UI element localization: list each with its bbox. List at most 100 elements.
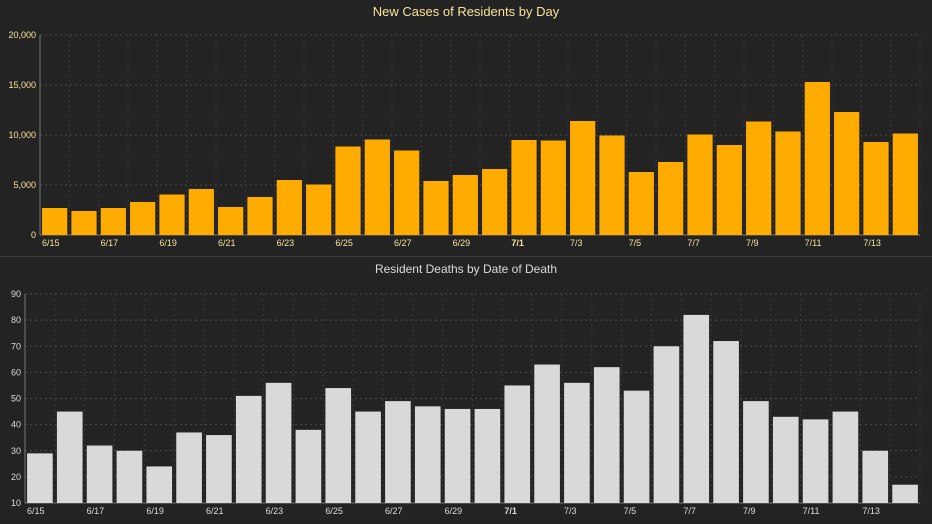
bar-7-13[interactable] <box>863 142 889 235</box>
y-tick-label: 40 <box>11 420 21 430</box>
bar-6-24[interactable] <box>295 429 322 503</box>
bar-6-15[interactable] <box>27 453 53 503</box>
x-tick-label: 6/25 <box>325 506 343 516</box>
bar-6-25[interactable] <box>335 146 361 236</box>
x-tick-label: 7/11 <box>803 506 820 516</box>
x-tick-label: 7/7 <box>687 238 700 248</box>
x-tick-label: 6/19 <box>146 506 164 516</box>
y-tick-label: 5,000 <box>13 180 36 190</box>
bar-6-29[interactable] <box>452 175 478 235</box>
bar-7-8[interactable] <box>716 145 742 235</box>
x-tick-label: 6/15 <box>42 238 60 248</box>
x-tick-label: 6/19 <box>159 238 177 248</box>
bar-7-1[interactable] <box>511 140 537 235</box>
bar-6-19[interactable] <box>159 194 185 236</box>
x-tick-label: 6/17 <box>87 506 105 516</box>
bar-7-6[interactable] <box>658 162 684 235</box>
bar-7-7[interactable] <box>687 134 713 236</box>
x-tick-label: 7/9 <box>743 506 756 516</box>
x-tick-label: 7/1 <box>504 506 517 516</box>
bar-6-24[interactable] <box>306 184 332 236</box>
bar-6-16[interactable] <box>56 411 83 503</box>
y-tick-label: 20,000 <box>8 30 36 40</box>
bar-6-25[interactable] <box>325 388 352 503</box>
x-tick-label: 7/9 <box>746 238 759 248</box>
bar-7-12[interactable] <box>832 411 859 503</box>
panel-divider <box>0 256 932 257</box>
bar-6-20[interactable] <box>176 432 202 503</box>
bar-7-11[interactable] <box>802 419 829 503</box>
bar-7-9[interactable] <box>743 401 769 503</box>
bar-6-29[interactable] <box>444 408 471 503</box>
bar-6-16[interactable] <box>71 211 97 235</box>
new-cases-chart: 0 5,000 10,000 15,000 20,000 6/15 6/17 6/19 6/21… <box>8 30 921 248</box>
deaths-chart-title: Resident Deaths by Date of Death <box>374 262 558 276</box>
y-tick-label: 90 <box>11 289 21 299</box>
x-tick-label: 7/1 <box>511 238 524 248</box>
bar-7-2[interactable] <box>534 364 560 503</box>
x-tick-label: 7/7 <box>683 506 696 516</box>
x-tick-label: 6/29 <box>453 238 471 248</box>
x-tick-label: 6/27 <box>394 238 412 248</box>
bar-6-18[interactable] <box>130 202 156 235</box>
bar-7-4[interactable] <box>599 135 625 236</box>
bar-6-17[interactable] <box>86 445 113 503</box>
bar-7-5[interactable] <box>628 172 654 235</box>
bar-6-23[interactable] <box>276 180 302 235</box>
x-tick-label: 6/23 <box>266 506 284 516</box>
bar-7-11[interactable] <box>804 82 830 235</box>
y-tick-label: 10 <box>11 498 21 508</box>
bar-7-7[interactable] <box>683 314 710 503</box>
bar-6-20[interactable] <box>188 189 214 235</box>
x-tick-label: 6/21 <box>206 506 224 516</box>
bar-7-1[interactable] <box>504 385 531 503</box>
x-tick-label: 6/15 <box>27 506 45 516</box>
bar-6-28[interactable] <box>423 181 449 235</box>
y-tick-label: 50 <box>11 394 21 404</box>
bar-6-22[interactable] <box>235 395 262 503</box>
x-tick-label: 7/5 <box>624 506 637 516</box>
bar-7-8[interactable] <box>713 341 739 503</box>
bar-6-26[interactable] <box>355 411 381 503</box>
bar-7-2[interactable] <box>540 140 566 236</box>
x-tick-label: 7/13 <box>863 238 881 248</box>
bar-6-18[interactable] <box>116 450 143 503</box>
bar-6-21[interactable] <box>206 435 232 503</box>
bar-6-22[interactable] <box>247 197 273 235</box>
bar-7-4[interactable] <box>593 367 620 503</box>
bar-7-10[interactable] <box>772 416 799 503</box>
bar-7-14[interactable] <box>892 133 918 236</box>
bar-6-17[interactable] <box>100 208 126 235</box>
bar-7-5[interactable] <box>623 390 650 503</box>
bar-6-23[interactable] <box>265 382 292 503</box>
bar-7-9[interactable] <box>746 121 772 236</box>
bar-6-21[interactable] <box>218 207 244 235</box>
bar-7-6[interactable] <box>653 346 680 503</box>
bar-6-28[interactable] <box>414 406 441 503</box>
y-tick-label: 0 <box>31 230 36 240</box>
bar-6-30[interactable] <box>474 408 501 503</box>
x-tick-label: 6/17 <box>101 238 119 248</box>
bar-7-12[interactable] <box>834 112 860 235</box>
bar-7-10[interactable] <box>775 131 801 236</box>
bar-6-27[interactable] <box>394 150 420 236</box>
bar-6-27[interactable] <box>385 401 411 503</box>
bar-6-15[interactable] <box>42 208 68 235</box>
bar-6-19[interactable] <box>146 466 173 503</box>
bar-7-3[interactable] <box>564 382 590 503</box>
y-tick-label: 70 <box>11 341 21 351</box>
bar-7-13[interactable] <box>862 450 889 503</box>
x-tick-label: 6/25 <box>335 238 353 248</box>
x-tick-label: 7/3 <box>570 238 583 248</box>
bar-6-30[interactable] <box>482 169 508 235</box>
x-tick-label: 6/27 <box>385 506 403 516</box>
x-tick-label: 7/11 <box>805 238 822 248</box>
x-tick-label: 6/29 <box>445 506 463 516</box>
bar-7-3[interactable] <box>570 121 596 235</box>
bar-7-14[interactable] <box>892 484 918 503</box>
y-tick-label: 80 <box>11 315 21 325</box>
bar-6-26[interactable] <box>364 139 390 236</box>
y-tick-label: 20 <box>11 472 21 482</box>
new-cases-chart-title: New Cases of Residents by Day <box>372 4 560 19</box>
